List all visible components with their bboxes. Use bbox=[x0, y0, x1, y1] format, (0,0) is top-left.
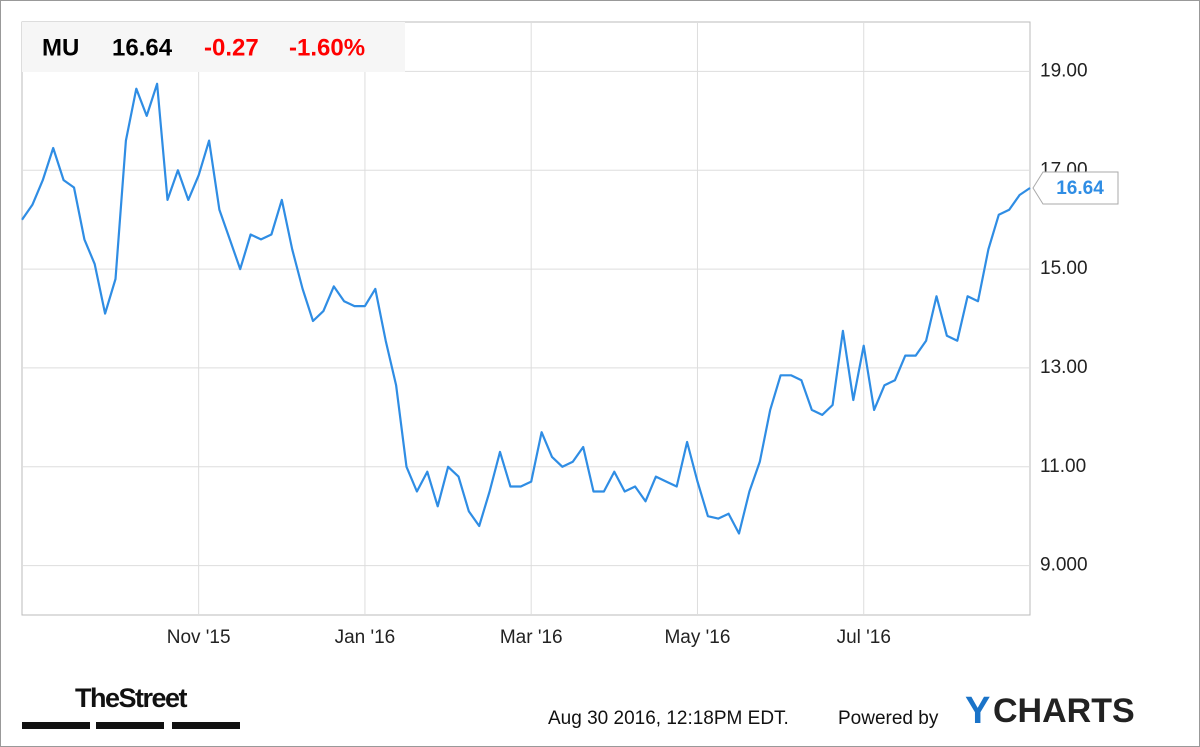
quote-box bbox=[22, 22, 405, 72]
x-tick-label: Nov '15 bbox=[167, 627, 231, 648]
y-tick-label: 15.00 bbox=[1040, 258, 1088, 279]
logo-bar bbox=[172, 722, 240, 729]
change-percent: -1.60% bbox=[289, 34, 365, 61]
logo-bar bbox=[22, 722, 90, 729]
brand-rest: CHARTS bbox=[993, 692, 1135, 730]
change: -0.27 bbox=[204, 34, 259, 61]
x-tick-label: Jan '16 bbox=[335, 627, 396, 648]
y-tick-label: 9.000 bbox=[1040, 555, 1088, 576]
source-logo: TheStreet bbox=[75, 683, 188, 713]
x-tick-label: Mar '16 bbox=[500, 627, 563, 648]
price-flag-label: 16.64 bbox=[1056, 178, 1104, 199]
x-tick-label: May '16 bbox=[664, 627, 730, 648]
logo-bar bbox=[96, 722, 164, 729]
plot-area bbox=[21, 21, 1031, 616]
price-line bbox=[21, 82, 1031, 535]
y-tick-label: 11.00 bbox=[1040, 456, 1086, 477]
powered-by: Powered by bbox=[838, 708, 939, 729]
ticker: MU bbox=[42, 34, 79, 61]
last-price: 16.64 bbox=[112, 34, 173, 61]
brand-initial: Y bbox=[965, 690, 990, 732]
timestamp: Aug 30 2016, 12:18PM EDT. bbox=[548, 708, 789, 729]
y-tick-label: 13.00 bbox=[1040, 357, 1088, 378]
x-tick-label: Jul '16 bbox=[837, 627, 891, 648]
y-tick-label: 19.00 bbox=[1040, 60, 1088, 81]
price-flag bbox=[1032, 171, 1119, 205]
